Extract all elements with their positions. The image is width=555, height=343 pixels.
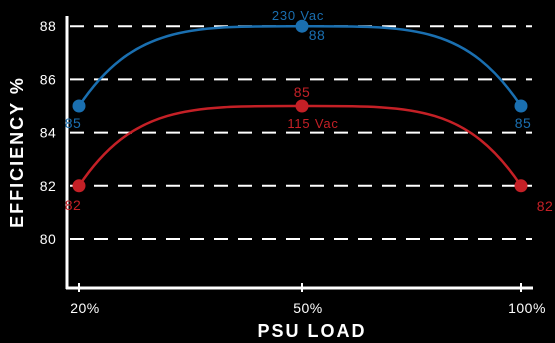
series-0-value-label-2: 85 — [515, 115, 532, 131]
axes — [65, 16, 533, 290]
series-1-value-label-0: 82 — [65, 197, 82, 213]
series-group: 85 88 85 230 Vac 82 85 82 115 Vac — [65, 8, 554, 214]
y-tick-label-80: 80 — [40, 231, 57, 247]
series-name-label-0: 230 Vac — [272, 8, 324, 23]
y-tick-labels: 80 82 84 86 88 — [40, 18, 57, 247]
grid-lines — [70, 25, 532, 240]
y-tick-label-86: 86 — [40, 71, 57, 87]
series-0-point-1 — [295, 19, 309, 33]
series-0-value-label-1: 88 — [309, 27, 326, 43]
x-axis-title: PSU LOAD — [257, 321, 366, 341]
y-axis-title: EFFICIENCY % — [7, 76, 27, 228]
series-1-value-label-2: 82 — [537, 198, 554, 214]
x-tick-labels: 20% 50% 100% — [70, 300, 546, 316]
y-tick-label-82: 82 — [40, 178, 57, 194]
y-tick-label-84: 84 — [40, 125, 57, 141]
x-tick-label-2: 100% — [508, 300, 546, 316]
series-0-value-label-0: 85 — [65, 115, 82, 131]
x-tick-marks — [78, 283, 522, 292]
series-name-label-1: 115 Vac — [287, 116, 338, 131]
series-1-point-1 — [295, 99, 309, 113]
series-1-point-0 — [72, 179, 86, 193]
series-0-point-2 — [514, 99, 528, 113]
x-tick-label-0: 20% — [70, 300, 100, 316]
x-tick-label-1: 50% — [293, 300, 323, 316]
series-1-point-2 — [514, 179, 528, 193]
series-1-value-label-1: 85 — [294, 84, 311, 100]
series-0-point-0 — [72, 99, 86, 113]
y-tick-label-88: 88 — [40, 18, 57, 34]
